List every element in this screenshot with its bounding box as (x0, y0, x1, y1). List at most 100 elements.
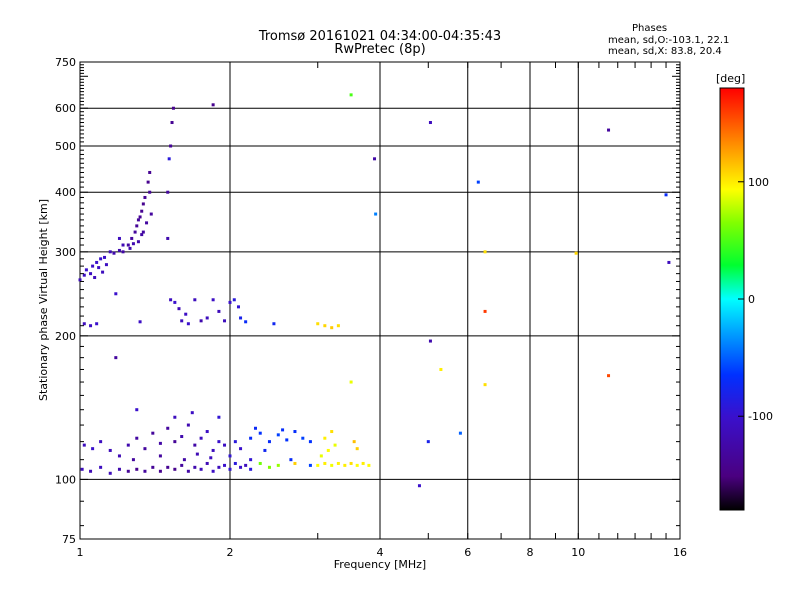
data-point (89, 324, 93, 328)
data-point (146, 180, 150, 184)
data-point (131, 242, 135, 246)
data-point (373, 157, 377, 161)
data-point (108, 250, 112, 254)
data-point (184, 312, 188, 316)
data-point (343, 463, 347, 467)
data-point (323, 324, 327, 328)
data-point (135, 224, 139, 228)
data-point (205, 430, 209, 434)
data-point (182, 458, 186, 462)
data-point (166, 465, 170, 469)
x-axis-ticks: 1 2 4 6 8 10 16 (77, 62, 687, 559)
data-point (141, 230, 145, 234)
data-point (244, 463, 248, 467)
y-tick-label: 300 (55, 246, 76, 259)
data-point (169, 298, 173, 302)
data-point (89, 469, 93, 473)
data-point (95, 322, 99, 326)
data-point (108, 448, 112, 452)
data-point (104, 263, 108, 267)
data-point (330, 326, 334, 330)
data-point (151, 431, 155, 435)
colorbar-unit: [deg] (716, 72, 745, 85)
data-point (136, 218, 140, 222)
data-point (607, 374, 611, 378)
data-point (80, 467, 84, 471)
data-point (91, 447, 95, 451)
y-tick-label: 200 (55, 330, 76, 343)
data-point (148, 170, 152, 174)
data-point (458, 431, 462, 435)
data-point (167, 157, 171, 161)
data-point (323, 461, 327, 465)
data-point (249, 436, 253, 440)
data-point (143, 469, 147, 473)
data-point (82, 322, 86, 326)
data-point (217, 309, 221, 313)
data-point (195, 452, 199, 456)
data-point (428, 121, 432, 125)
data-point (236, 305, 240, 309)
data-point (117, 248, 121, 252)
colorbar-ticks: 100 0 -100 (738, 176, 773, 423)
x-tick-label: 1 (77, 546, 84, 559)
colorbar-tick-label: 0 (748, 293, 755, 306)
data-point (121, 243, 125, 247)
data-point (117, 454, 121, 458)
data-point (330, 430, 334, 434)
data-point (367, 463, 371, 467)
y-tick-label: 500 (55, 140, 76, 153)
chart-title: Tromsø 20161021 04:34:00-04:35:43 (258, 29, 501, 44)
data-point (244, 320, 248, 324)
data-point (211, 298, 215, 302)
data-point (166, 236, 170, 240)
data-point (426, 440, 430, 444)
data-point (151, 465, 155, 469)
data-point (101, 270, 105, 274)
data-point (140, 209, 144, 213)
data-point (361, 461, 365, 465)
data-point (349, 461, 353, 465)
data-point (145, 221, 149, 225)
data-point (483, 250, 487, 254)
data-point (349, 93, 353, 97)
data-point (135, 467, 139, 471)
data-point (84, 268, 88, 272)
data-point (78, 278, 82, 282)
data-point (276, 433, 280, 437)
data-point (211, 448, 215, 452)
grid-lines (80, 62, 680, 539)
data-point (239, 465, 243, 469)
data-point (173, 300, 177, 304)
data-point (223, 463, 227, 467)
data-point (316, 463, 320, 467)
data-point (93, 276, 97, 280)
x-tick-label: 2 (227, 546, 234, 559)
stats-x-mode: mean, sd,X: 83.8, 20.4 (608, 46, 722, 57)
data-point (166, 190, 170, 194)
data-point (199, 319, 203, 323)
colorbar-tick-label: 100 (748, 176, 769, 189)
data-point (239, 316, 243, 320)
data-point (223, 319, 227, 323)
data-point (135, 408, 139, 412)
data-point (228, 467, 232, 471)
data-point (439, 367, 443, 371)
data-point (308, 463, 312, 467)
data-point (141, 202, 145, 206)
data-point (667, 260, 671, 264)
data-point (239, 447, 243, 451)
x-tick-label: 16 (673, 546, 687, 559)
data-point (143, 195, 147, 199)
data-point (355, 447, 359, 451)
data-point (166, 426, 170, 430)
data-point (186, 423, 190, 427)
data-point (607, 128, 611, 132)
data-point (112, 251, 116, 255)
data-points (78, 93, 671, 488)
data-point (285, 438, 289, 442)
data-point (136, 240, 140, 244)
data-point (289, 458, 293, 462)
x-tick-label: 10 (571, 546, 585, 559)
data-point (308, 440, 312, 444)
